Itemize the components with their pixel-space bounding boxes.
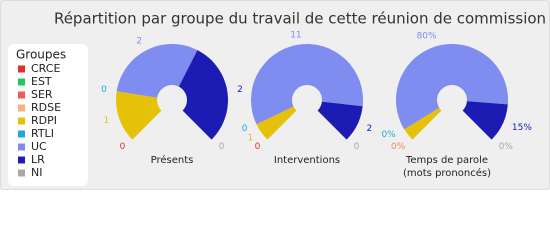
- series-name: Présents: [150, 155, 194, 166]
- legend-label: NI: [31, 166, 42, 179]
- data-label: 2: [366, 124, 372, 134]
- legend-title: Groupes: [16, 48, 66, 62]
- pie-hole: [437, 85, 467, 115]
- data-label: 0%: [381, 130, 396, 140]
- pie-hole: [157, 85, 187, 115]
- legend-label: CRCE: [31, 62, 60, 75]
- legend-label: RTLI: [31, 127, 54, 140]
- legend-swatch: [18, 117, 25, 125]
- data-label: 15%: [512, 123, 532, 133]
- pie-slice: [452, 100, 508, 140]
- pie-slice: [251, 44, 364, 125]
- pie-slice: [404, 100, 452, 140]
- pie-slice: [256, 100, 307, 140]
- legend-swatch: [18, 65, 25, 73]
- legend-box: [8, 44, 88, 186]
- data-label: 1: [103, 116, 109, 126]
- data-label: 2: [136, 37, 142, 47]
- legend-swatch: [18, 104, 25, 112]
- data-label: 0: [120, 142, 126, 152]
- legend-swatch: [18, 143, 25, 151]
- data-label: 0%: [391, 142, 406, 152]
- data-label: 0: [255, 142, 261, 152]
- chart-title: Répartition par groupe du travail de cet…: [54, 10, 546, 28]
- data-label: 0%: [499, 142, 514, 152]
- data-label: 0: [219, 142, 225, 152]
- data-label: 11: [290, 30, 301, 40]
- pie-slice: [307, 100, 363, 140]
- data-label: 0: [101, 85, 107, 95]
- legend-swatch: [18, 169, 25, 177]
- data-label: 2: [237, 85, 243, 95]
- data-label: 0: [354, 142, 360, 152]
- legend-label: RDSE: [31, 101, 61, 114]
- pie-slice: [172, 50, 229, 140]
- legend-swatch: [18, 130, 25, 138]
- chart: Répartition par groupe du travail de cet…: [0, 0, 550, 190]
- legend-label: UC: [31, 140, 47, 153]
- chart-container: Répartition par groupe du travail de cet…: [0, 0, 550, 190]
- data-label: 0: [242, 124, 248, 134]
- pie-hole: [292, 85, 322, 115]
- series-name: Temps de parole (mots prononcés): [403, 155, 491, 179]
- legend-swatch: [18, 78, 25, 86]
- legend-label: RDPI: [31, 114, 57, 127]
- data-label: 0%: [391, 142, 406, 152]
- legend-label: EST: [31, 75, 52, 88]
- data-label: 1: [247, 134, 253, 144]
- series-name: Interventions: [273, 155, 341, 166]
- legend-swatch: [18, 91, 25, 99]
- legend-label: LR: [31, 153, 45, 166]
- legend-swatch: [18, 156, 25, 164]
- legend-label: SER: [31, 88, 53, 101]
- data-label: 80%: [417, 31, 437, 41]
